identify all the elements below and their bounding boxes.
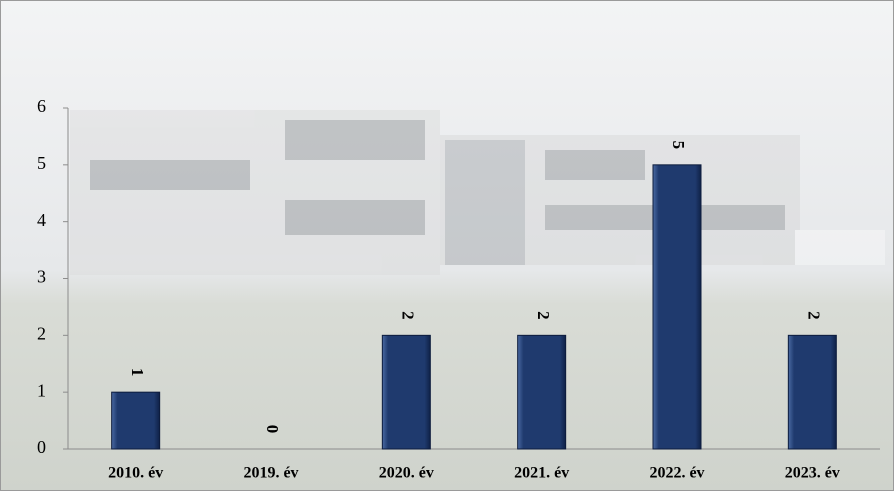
x-tick-label: 2019. év xyxy=(243,465,298,482)
y-tick-label: 3 xyxy=(37,267,46,287)
bar xyxy=(382,335,430,449)
x-tick-label: 2020. év xyxy=(379,465,434,482)
y-tick-label: 5 xyxy=(37,153,46,173)
value-label: 5 xyxy=(669,141,688,150)
bar xyxy=(788,335,836,449)
value-label: 2 xyxy=(398,311,417,320)
value-label: 1 xyxy=(128,368,147,377)
chart: 0 1 2 3 4 5 6 2010. év 1 2019. év 0 2020. év 2 2021. … xyxy=(0,0,894,491)
value-label: 2 xyxy=(534,311,553,320)
y-tick-label: 6 xyxy=(37,96,46,116)
y-tick-label: 1 xyxy=(37,380,46,400)
y-tick-label: 0 xyxy=(37,437,46,457)
y-tick-label: 2 xyxy=(37,323,46,343)
value-label: 0 xyxy=(263,425,282,434)
bar xyxy=(518,335,566,449)
y-tick-label: 4 xyxy=(37,210,46,230)
x-tick-label: 2023. év xyxy=(785,465,840,482)
bar xyxy=(653,165,701,449)
x-tick-label: 2010. év xyxy=(108,465,163,482)
value-label: 2 xyxy=(804,311,823,320)
page: {"chart_data": {"type": "bar", "categori… xyxy=(0,0,894,491)
bar xyxy=(112,392,160,449)
x-tick-label: 2022. év xyxy=(649,465,704,482)
x-tick-label: 2021. év xyxy=(514,465,569,482)
